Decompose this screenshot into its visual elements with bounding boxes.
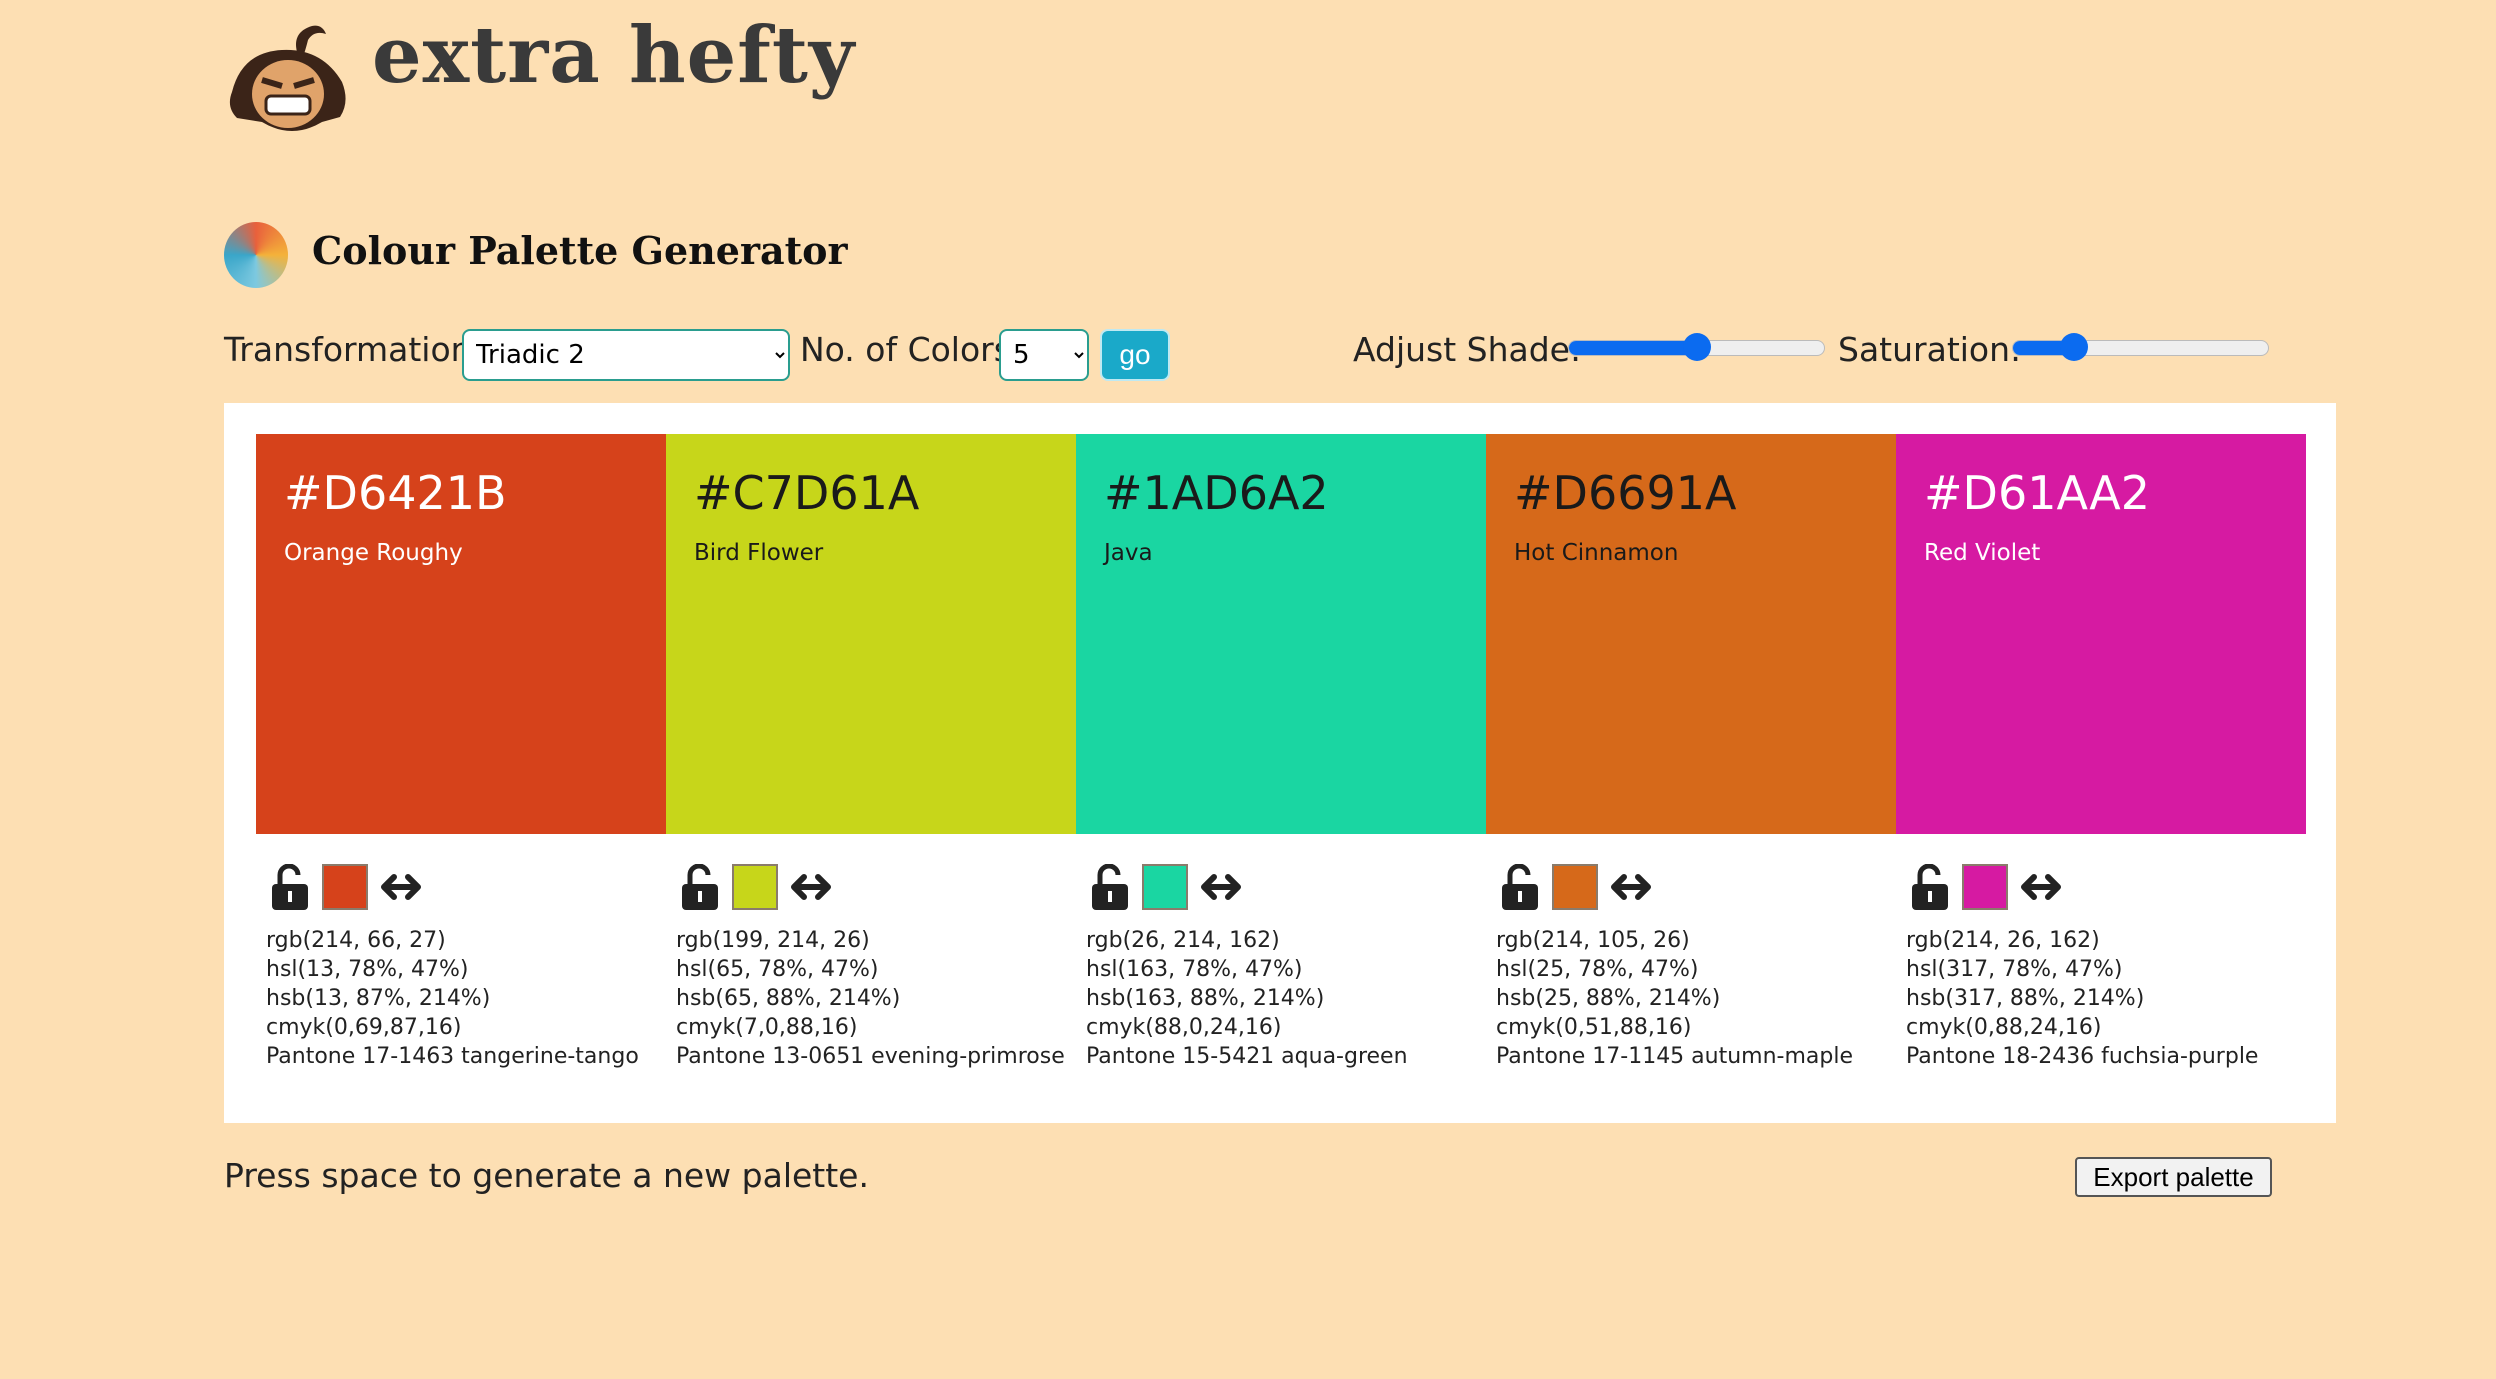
color-count-select[interactable]: 5 <box>999 329 1089 381</box>
hint-text: Press space to generate a new palette. <box>224 1156 869 1195</box>
saturation-slider-thumb[interactable] <box>2060 333 2089 361</box>
swap-arrows-icon[interactable] <box>380 872 422 902</box>
unlock-icon[interactable] <box>680 864 720 910</box>
rgb-value: rgb(214, 66, 27) <box>266 928 446 953</box>
cmyk-value: cmyk(0,51,88,16) <box>1496 1015 1692 1040</box>
color-name: Hot Cinnamon <box>1514 540 1679 566</box>
cmyk-value: cmyk(88,0,24,16) <box>1086 1015 1282 1040</box>
go-button[interactable]: go <box>1100 329 1170 381</box>
hsl-value: hsl(13, 78%, 47%) <box>266 957 469 982</box>
shade-slider-thumb[interactable] <box>1682 333 1711 361</box>
color-preview-square[interactable] <box>732 864 778 910</box>
palette-column: #D6421B Orange Roughy rgb(214, 66, 27) h… <box>256 434 666 1069</box>
color-name: Java <box>1104 540 1153 566</box>
hsb-value: hsb(65, 88%, 214%) <box>676 986 901 1011</box>
swap-arrows-icon[interactable] <box>790 872 832 902</box>
shade-label: Adjust Shade: <box>1353 330 1582 369</box>
color-preview-square[interactable] <box>1552 864 1598 910</box>
export-palette-button[interactable]: Export palette <box>2075 1157 2272 1197</box>
app-avatar-icon <box>224 222 288 288</box>
hsb-value: hsb(163, 88%, 214%) <box>1086 986 1325 1011</box>
brand-name: extra hefty <box>372 10 856 101</box>
shade-slider-fill <box>1569 341 1697 355</box>
hsl-value: hsl(25, 78%, 47%) <box>1496 957 1699 982</box>
palette-column: #1AD6A2 Java rgb(26, 214, 162) hsl(163, … <box>1076 434 1486 1069</box>
color-name: Bird Flower <box>694 540 824 566</box>
color-preview-square[interactable] <box>1142 864 1188 910</box>
hsl-value: hsl(163, 78%, 47%) <box>1086 957 1303 982</box>
color-count-label: No. of Colors <box>800 330 1011 369</box>
color-preview-square[interactable] <box>322 864 368 910</box>
swap-arrows-icon[interactable] <box>1200 872 1242 902</box>
hsb-value: hsb(25, 88%, 214%) <box>1496 986 1721 1011</box>
unlock-icon[interactable] <box>270 864 310 910</box>
pantone-value: Pantone 17-1145 autumn-maple <box>1496 1044 1854 1069</box>
transformation-label: Transformation <box>224 330 472 369</box>
shade-slider[interactable] <box>1568 333 1825 361</box>
pantone-value: Pantone 15-5421 aqua-green <box>1086 1044 1408 1069</box>
rgb-value: rgb(26, 214, 162) <box>1086 928 1280 953</box>
color-swatch[interactable]: #C7D61A Bird Flower <box>666 434 1076 834</box>
page-title: Colour Palette Generator <box>312 228 848 273</box>
color-name: Orange Roughy <box>284 540 463 566</box>
palette-panel: #D6421B Orange Roughy rgb(214, 66, 27) h… <box>224 403 2336 1123</box>
transformation-select[interactable]: Triadic 2 <box>462 329 790 381</box>
unlock-icon[interactable] <box>1500 864 1540 910</box>
hex-code: #D6691A <box>1514 466 1737 520</box>
cmyk-value: cmyk(0,88,24,16) <box>1906 1015 2102 1040</box>
hex-code: #1AD6A2 <box>1104 466 1329 520</box>
cmyk-value: cmyk(7,0,88,16) <box>676 1015 858 1040</box>
palette-column: #D6691A Hot Cinnamon rgb(214, 105, 26) h… <box>1486 434 1896 1069</box>
hsl-value: hsl(317, 78%, 47%) <box>1906 957 2123 982</box>
rgb-value: rgb(214, 26, 162) <box>1906 928 2100 953</box>
hex-code: #D6421B <box>284 466 507 520</box>
pantone-value: Pantone 18-2436 fuchsia-purple <box>1906 1044 2259 1069</box>
unlock-icon[interactable] <box>1910 864 1950 910</box>
color-swatch[interactable]: #1AD6A2 Java <box>1076 434 1486 834</box>
palette-column: #D61AA2 Red Violet rgb(214, 26, 162) hsl… <box>1896 434 2306 1069</box>
swap-arrows-icon[interactable] <box>1610 872 1652 902</box>
hsb-value: hsb(13, 87%, 214%) <box>266 986 491 1011</box>
cmyk-value: cmyk(0,69,87,16) <box>266 1015 462 1040</box>
swap-arrows-icon[interactable] <box>2020 872 2062 902</box>
hex-code: #D61AA2 <box>1924 466 2150 520</box>
hex-code: #C7D61A <box>694 466 920 520</box>
pantone-value: Pantone 13-0651 evening-primrose <box>676 1044 1065 1069</box>
color-name: Red Violet <box>1924 540 2041 566</box>
saturation-label: Saturation: <box>1838 330 2022 369</box>
rgb-value: rgb(214, 105, 26) <box>1496 928 1690 953</box>
unlock-icon[interactable] <box>1090 864 1130 910</box>
palette-column: #C7D61A Bird Flower rgb(199, 214, 26) hs… <box>666 434 1076 1069</box>
color-swatch[interactable]: #D61AA2 Red Violet <box>1896 434 2306 834</box>
hsl-value: hsl(65, 78%, 47%) <box>676 957 879 982</box>
color-preview-square[interactable] <box>1962 864 2008 910</box>
saturation-slider[interactable] <box>2012 333 2269 361</box>
color-swatch[interactable]: #D6421B Orange Roughy <box>256 434 666 834</box>
color-swatch[interactable]: #D6691A Hot Cinnamon <box>1486 434 1896 834</box>
logo-mascot-icon <box>229 25 346 132</box>
saturation-slider-fill <box>2013 341 2075 355</box>
hsb-value: hsb(317, 88%, 214%) <box>1906 986 2145 1011</box>
pantone-value: Pantone 17-1463 tangerine-tango <box>266 1044 639 1069</box>
rgb-value: rgb(199, 214, 26) <box>676 928 870 953</box>
